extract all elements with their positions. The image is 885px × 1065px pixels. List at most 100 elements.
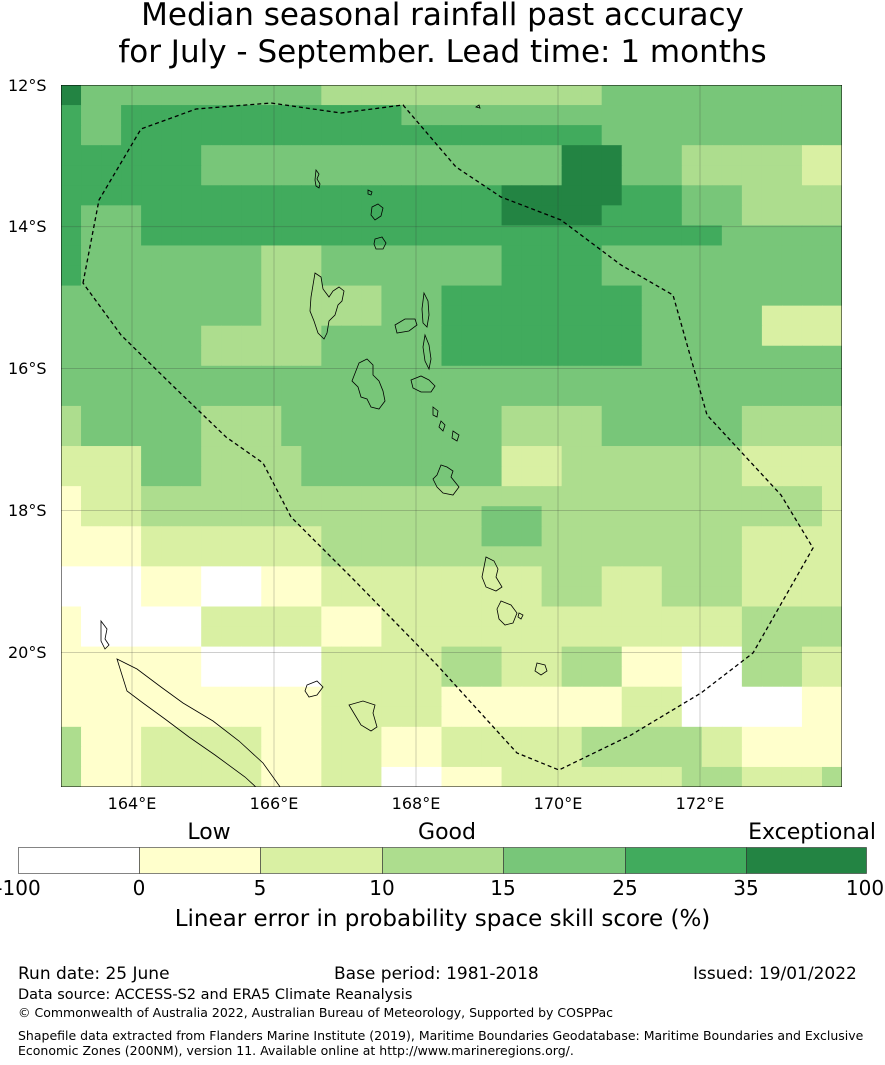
skill-cell (281, 646, 302, 668)
skill-cell (821, 586, 842, 608)
skill-cell (681, 265, 703, 287)
skill-cell (461, 606, 483, 628)
skill-cell (721, 666, 743, 688)
skill-cell (601, 646, 623, 668)
skill-cell (321, 466, 342, 487)
island-outline (421, 291, 430, 328)
skill-cell (581, 646, 603, 668)
skill-cell (341, 145, 362, 166)
skill-cell (681, 766, 703, 787)
skill-cell (501, 345, 523, 367)
skill-cell (801, 606, 823, 628)
skill-cell (441, 405, 463, 427)
skill-cell (561, 185, 583, 206)
island-outline (422, 333, 432, 371)
skill-cell (341, 706, 362, 728)
skill-cell (401, 466, 423, 487)
skill-cell (141, 105, 162, 126)
skill-cell (801, 165, 823, 186)
skill-cell (121, 646, 142, 668)
skill-cell (181, 125, 202, 146)
skill-cell (401, 165, 423, 186)
skill-cell (421, 425, 443, 447)
skill-cell (581, 125, 603, 146)
skill-cell (401, 425, 423, 447)
skill-map[interactable] (61, 85, 842, 787)
skill-cell (201, 446, 222, 467)
skill-cell (301, 405, 322, 427)
skill-cell (781, 125, 803, 146)
skill-cell (481, 726, 503, 748)
skill-cell (321, 666, 342, 688)
skill-cell (261, 165, 282, 186)
skill-cell (141, 125, 162, 146)
skill-cell (81, 205, 102, 226)
skill-cell (601, 546, 623, 567)
skill-cell (221, 165, 242, 186)
skill-cell (481, 586, 503, 608)
skill-cell (121, 105, 142, 126)
skill-cell (81, 586, 102, 608)
skill-cell (161, 486, 182, 507)
skill-cell (501, 546, 523, 567)
skill-cell (821, 145, 842, 166)
skill-cell (221, 526, 242, 547)
skill-cell (281, 185, 302, 206)
skill-cell (201, 405, 222, 427)
skill-cell (781, 486, 803, 507)
skill-cell (741, 486, 763, 507)
skill-cell (701, 105, 723, 126)
skill-cell (261, 285, 282, 307)
skill-cell (261, 105, 282, 126)
skill-cell (221, 405, 242, 427)
skill-cell (461, 766, 483, 787)
skill-cell (501, 506, 523, 527)
skill-cell (61, 85, 82, 106)
skill-cell (821, 345, 842, 367)
skill-cell (221, 285, 242, 307)
lat-label-12s: 12°S (8, 76, 47, 95)
skill-cell (481, 405, 503, 427)
skill-cell (541, 766, 563, 787)
skill-cell (181, 145, 202, 166)
skill-cell (421, 125, 443, 146)
skill-cell (721, 405, 743, 427)
skill-cell (701, 385, 723, 407)
skill-cell (501, 425, 523, 447)
skill-cell (241, 446, 262, 467)
skill-cell (201, 646, 222, 668)
skill-cell (101, 345, 122, 367)
skill-cell (181, 85, 202, 106)
skill-cell (461, 686, 483, 708)
skill-cell (121, 546, 142, 567)
skill-cell (381, 285, 403, 307)
skill-cell (761, 105, 783, 126)
skill-cell (681, 165, 703, 186)
skill-cell (761, 285, 783, 307)
island-outlines (100, 104, 548, 787)
map-panel[interactable] (61, 85, 842, 787)
skill-cell (701, 225, 723, 247)
skill-cell (361, 85, 383, 106)
skill-cell (141, 526, 162, 547)
skill-cell (541, 265, 563, 287)
skill-cell (741, 385, 763, 407)
skill-cell (241, 646, 262, 668)
skill-cell (281, 125, 302, 146)
skill-cell (201, 425, 222, 447)
island-outline (394, 318, 418, 334)
skill-cell (341, 325, 362, 347)
skill-cell (221, 706, 242, 728)
skill-cell (681, 686, 703, 708)
skill-cell (621, 746, 643, 768)
skill-cell (101, 606, 122, 628)
skill-cell (401, 185, 423, 206)
skill-cell (721, 165, 743, 186)
skill-cell (781, 385, 803, 407)
skill-cell (401, 105, 423, 126)
skill-cell (561, 466, 583, 487)
skill-cell (241, 405, 262, 427)
skill-cell (441, 646, 463, 668)
skill-cell (221, 225, 242, 247)
skill-cell (381, 626, 403, 648)
